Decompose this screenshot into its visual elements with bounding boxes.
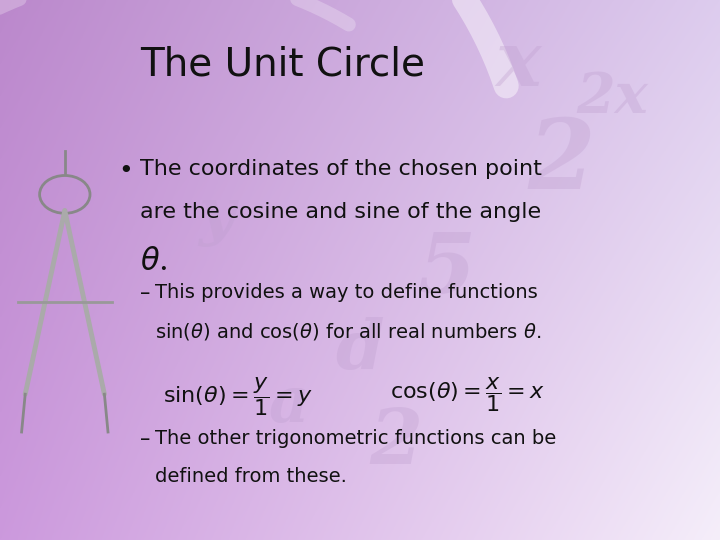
Text: This provides a way to define functions: This provides a way to define functions <box>155 284 538 302</box>
Text: 2x: 2x <box>576 70 648 125</box>
Text: –: – <box>140 429 150 449</box>
Text: are the cosine and sine of the angle: are the cosine and sine of the angle <box>140 202 541 222</box>
Text: $\cos(\theta) = \dfrac{x}{1} = x$: $\cos(\theta) = \dfrac{x}{1} = x$ <box>390 375 546 414</box>
Text: –: – <box>140 284 150 303</box>
Text: The Unit Circle: The Unit Circle <box>140 46 426 84</box>
Text: 2: 2 <box>369 406 423 480</box>
Text: y: y <box>198 185 234 247</box>
Text: a: a <box>268 374 308 436</box>
Text: $\sin(\theta) = \dfrac{y}{1} = y$: $\sin(\theta) = \dfrac{y}{1} = y$ <box>163 375 312 418</box>
Text: $\theta$.: $\theta$. <box>140 246 168 276</box>
Text: defined from these.: defined from these. <box>155 467 346 486</box>
Text: 2: 2 <box>528 115 595 209</box>
Text: The other trigonometric functions can be: The other trigonometric functions can be <box>155 429 556 448</box>
Text: •: • <box>119 159 133 183</box>
Text: 5: 5 <box>418 230 475 310</box>
Text: x: x <box>495 28 541 102</box>
Text: sin($\it{\theta}$) and cos($\it{\theta}$) for all real numbers $\it{\theta}$.: sin($\it{\theta}$) and cos($\it{\theta}$… <box>155 321 541 342</box>
Text: d: d <box>336 317 384 384</box>
Text: The coordinates of the chosen point: The coordinates of the chosen point <box>140 159 542 179</box>
